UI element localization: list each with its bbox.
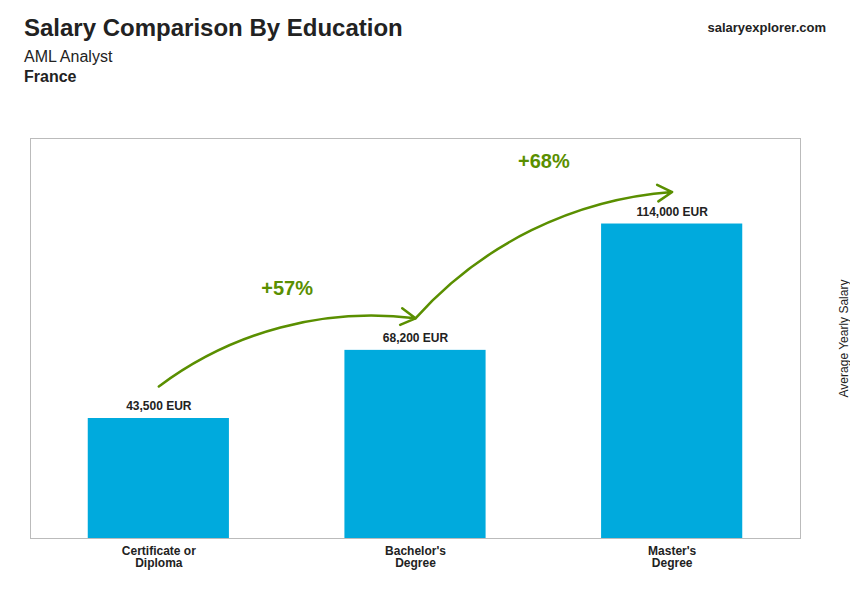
- svg-text:43,500 EUR: 43,500 EUR: [126, 399, 192, 413]
- svg-text:68,200 EUR: 68,200 EUR: [383, 331, 449, 345]
- html-text:AML Analyst: AML Analyst: [24, 48, 113, 65]
- html-text:Salary Comparison By Education: Salary Comparison By Education: [24, 14, 403, 41]
- svg-text:Certificate orDiploma: Certificate orDiploma: [122, 544, 196, 570]
- svg-text:Bachelor'sDegree: Bachelor'sDegree: [385, 544, 446, 570]
- svg-text:114,000 EUR: 114,000 EUR: [636, 205, 708, 219]
- html-text:salaryexplorer.com: salaryexplorer.com: [707, 20, 826, 35]
- html-text:France: France: [24, 68, 77, 85]
- svg-text:Average Yearly Salary: Average Yearly Salary: [837, 280, 850, 398]
- svg-text:+57%: +57%: [261, 277, 313, 299]
- svg-text:+68%: +68%: [518, 150, 570, 172]
- svg-text:Master'sDegree: Master'sDegree: [648, 544, 697, 570]
